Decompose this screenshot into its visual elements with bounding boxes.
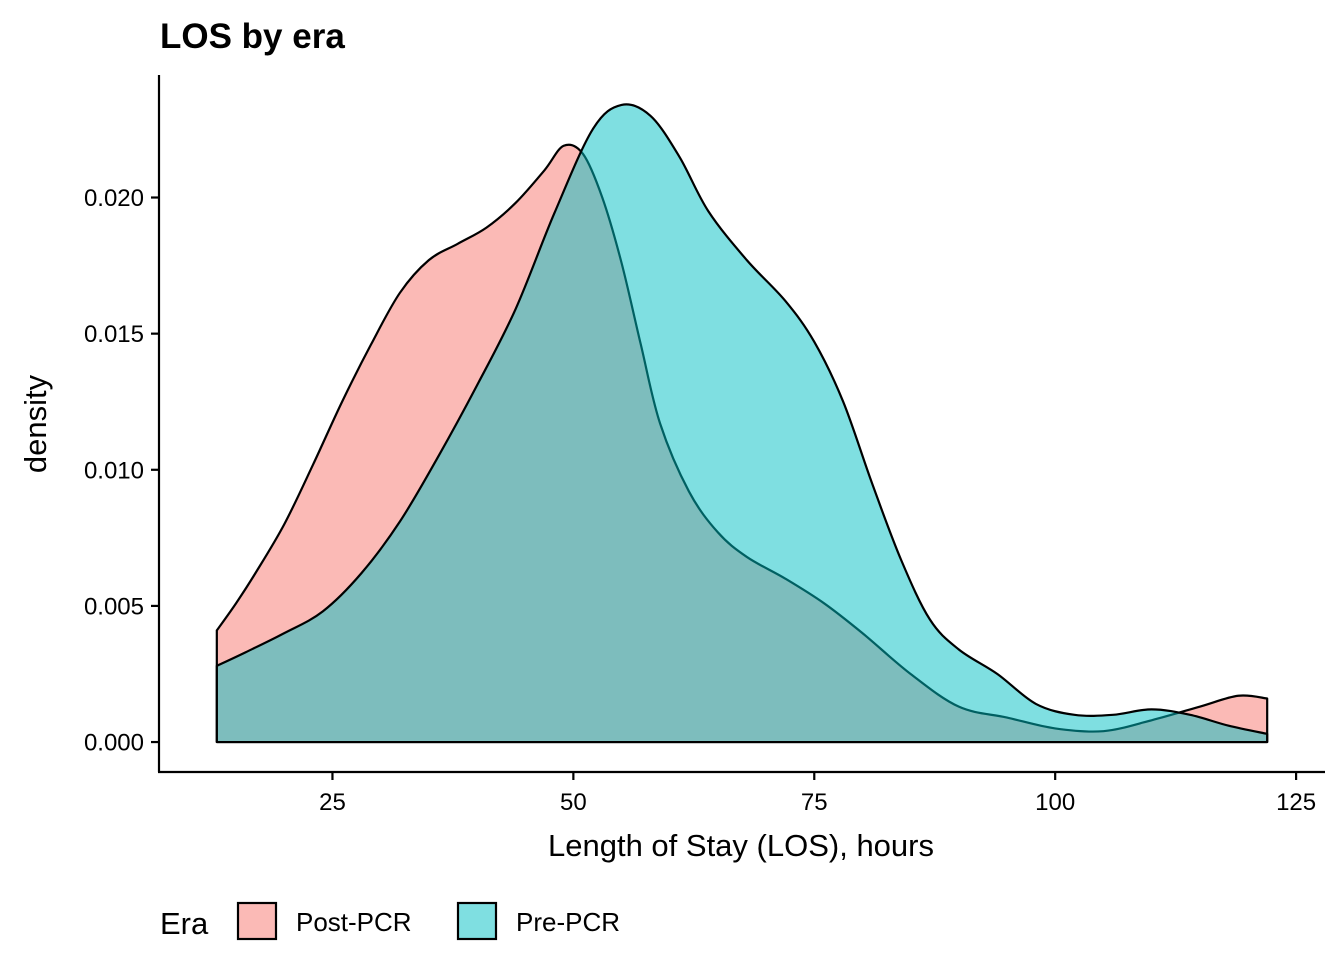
y-tick-label: 0.020 [84,185,144,212]
legend-label-pre-pcr: Pre-PCR [516,907,620,937]
x-tick-label: 75 [801,789,828,816]
y-tick-label: 0.010 [84,457,144,484]
y-axis-title: density [18,374,53,473]
x-tick-label: 50 [560,789,587,816]
legend-title: Era [160,906,209,941]
legend: Era Post-PCR Pre-PCR [160,901,620,941]
x-axis-ticks: 25 50 75 100 125 [319,772,1316,816]
density-areas [215,103,1269,744]
chart-title: LOS by era [160,17,345,56]
density-area-pre-pcr [215,103,1269,744]
x-tick-label: 125 [1276,789,1316,816]
x-tick-label: 100 [1035,789,1075,816]
legend-swatch-post-pcr [236,901,278,941]
legend-label-post-pcr: Post-PCR [296,907,412,937]
x-tick-label: 25 [319,789,346,816]
y-tick-label: 0.015 [84,321,144,348]
y-axis-ticks: 0.000 0.005 0.010 0.015 0.020 [84,185,159,757]
x-axis-title: Length of Stay (LOS), hours [548,828,934,863]
y-tick-label: 0.005 [84,593,144,620]
legend-swatch-pre-pcr [456,901,498,941]
y-tick-label: 0.000 [84,730,144,757]
